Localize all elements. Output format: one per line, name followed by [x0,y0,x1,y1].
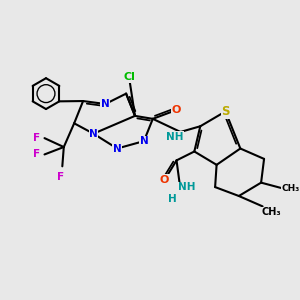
Text: F: F [57,172,64,182]
Text: Cl: Cl [123,72,135,82]
Text: O: O [172,105,181,115]
Text: F: F [33,133,40,143]
Text: NH: NH [178,182,196,192]
Text: H: H [168,194,176,204]
Text: N: N [140,136,148,146]
Text: F: F [33,149,40,160]
Text: N: N [89,129,98,139]
Text: NH: NH [166,132,183,142]
Text: O: O [160,175,169,185]
Text: CH₃: CH₃ [281,184,299,193]
Text: N: N [113,143,122,154]
Text: S: S [221,105,230,118]
Text: N: N [101,99,110,109]
Text: CH₃: CH₃ [262,207,281,217]
